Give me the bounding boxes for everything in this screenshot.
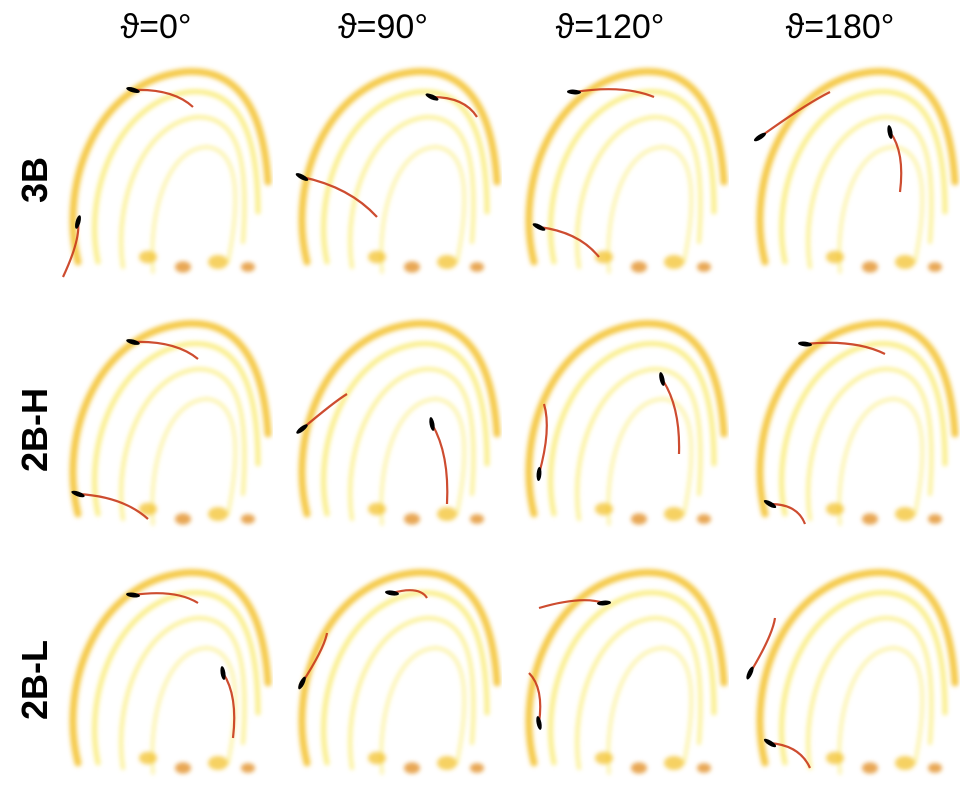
vorticity-panel xyxy=(58,62,273,292)
column-header-180: ϑ=180° xyxy=(785,8,895,46)
vorticity-field-image xyxy=(525,569,728,775)
vorticity-panel xyxy=(514,314,729,544)
vorticity-field-image xyxy=(525,320,728,526)
vorticity-field-image xyxy=(69,569,272,775)
vorticity-field-image xyxy=(69,320,272,526)
vorticity-panel xyxy=(745,314,960,544)
column-header-0: ϑ=0° xyxy=(120,8,192,46)
vorticity-field-image xyxy=(756,320,959,526)
vorticity-field-image xyxy=(62,68,272,278)
vorticity-panel xyxy=(287,62,502,292)
vorticity-panel xyxy=(745,563,960,793)
vorticity-panel xyxy=(287,314,502,544)
vorticity-panel xyxy=(745,62,960,292)
vorticity-field-image xyxy=(295,68,501,274)
vorticity-panel xyxy=(514,62,729,292)
vorticity-field-image xyxy=(525,68,728,274)
vorticity-field-image xyxy=(746,569,959,775)
vorticity-panel xyxy=(58,563,273,793)
vorticity-panel xyxy=(287,563,502,793)
column-header-120: ϑ=120° xyxy=(555,8,665,46)
vorticity-panel xyxy=(514,563,729,793)
vorticity-field-image xyxy=(296,320,501,526)
column-header-90: ϑ=90° xyxy=(338,8,428,46)
vorticity-field-image xyxy=(753,68,959,274)
vorticity-panel xyxy=(58,314,273,544)
vorticity-field-image xyxy=(298,569,501,775)
